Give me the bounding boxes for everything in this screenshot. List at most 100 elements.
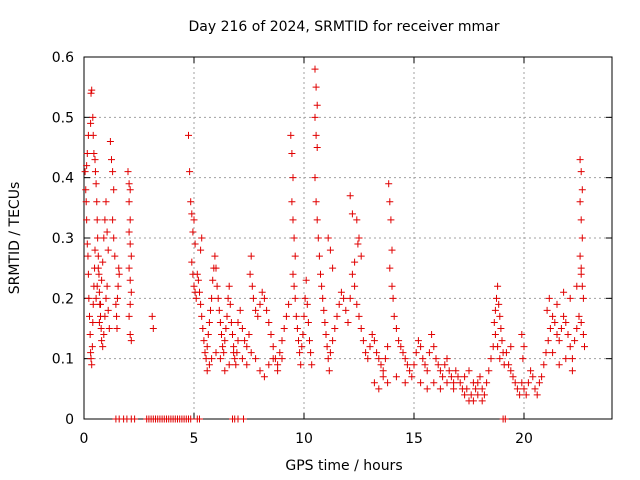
data-point — [417, 379, 425, 387]
data-point — [85, 294, 93, 302]
data-point — [342, 306, 350, 314]
data-point — [348, 270, 356, 278]
data-point — [524, 379, 532, 387]
data-point — [200, 337, 208, 345]
data-point — [317, 270, 324, 278]
data-point — [229, 331, 236, 339]
data-point — [307, 349, 315, 357]
data-point — [187, 198, 195, 206]
data-point — [423, 385, 431, 393]
data-point — [463, 385, 471, 393]
data-point — [505, 361, 513, 369]
data-point — [188, 210, 196, 218]
data-point — [331, 325, 339, 332]
data-point — [98, 276, 106, 284]
data-point — [321, 318, 329, 326]
data-point — [91, 156, 99, 164]
data-point — [388, 282, 396, 290]
data-point — [203, 343, 211, 351]
data-point — [280, 325, 288, 332]
data-point — [230, 343, 238, 351]
data-point — [87, 119, 95, 127]
data-point — [419, 355, 427, 363]
data-point — [461, 391, 469, 399]
data-point — [392, 373, 400, 381]
data-point — [555, 337, 563, 345]
data-point — [101, 312, 109, 320]
data-point — [224, 294, 232, 302]
data-point — [306, 337, 313, 345]
data-point — [82, 198, 90, 206]
data-point — [493, 294, 500, 302]
data-point — [203, 367, 211, 375]
data-point — [379, 373, 387, 381]
data-point — [520, 343, 528, 351]
data-point — [501, 415, 509, 423]
y-tick-label: 0.4 — [52, 171, 74, 187]
data-point — [94, 264, 102, 272]
data-point — [461, 373, 469, 381]
data-point — [89, 318, 97, 326]
data-point — [295, 337, 302, 345]
data-point — [113, 325, 121, 332]
data-point — [551, 318, 559, 326]
data-point — [222, 325, 230, 332]
data-point — [113, 294, 121, 302]
data-point — [392, 325, 400, 332]
data-point — [86, 331, 94, 339]
data-point — [318, 282, 326, 290]
x-tick-label: 10 — [295, 431, 313, 447]
data-point — [354, 240, 362, 248]
data-point — [485, 367, 493, 375]
data-point — [353, 300, 361, 308]
data-point — [553, 331, 561, 339]
data-point — [212, 349, 220, 357]
data-point — [125, 198, 133, 206]
data-point — [93, 216, 101, 224]
data-point — [467, 391, 475, 399]
data-point — [425, 349, 433, 357]
data-point — [198, 312, 206, 320]
data-point — [126, 186, 134, 194]
data-point — [299, 331, 307, 339]
data-point — [421, 361, 429, 369]
data-point — [197, 300, 205, 308]
data-point — [348, 210, 356, 218]
y-tick-label: 0.6 — [52, 50, 74, 66]
data-point — [89, 113, 97, 121]
data-point — [538, 373, 546, 381]
data-point — [323, 343, 331, 351]
data-point — [491, 306, 499, 314]
y-tick-label: 0.2 — [52, 291, 74, 307]
data-point — [89, 300, 97, 308]
data-point — [213, 282, 221, 290]
data-point — [581, 343, 588, 351]
data-series-srmtid — [81, 65, 588, 423]
data-point — [388, 246, 396, 254]
data-point — [218, 331, 225, 339]
data-point — [211, 252, 219, 260]
data-point — [282, 312, 290, 320]
data-point — [543, 306, 551, 314]
data-point — [370, 379, 378, 387]
data-point — [127, 337, 135, 345]
data-point — [93, 198, 101, 206]
data-point — [245, 331, 253, 339]
data-point — [454, 373, 462, 381]
data-point — [109, 216, 117, 224]
data-point — [518, 379, 526, 387]
data-point — [553, 300, 561, 308]
data-point — [313, 216, 321, 224]
data-point — [401, 379, 409, 387]
data-point — [81, 168, 89, 176]
data-point — [509, 373, 517, 381]
data-point — [312, 131, 320, 139]
data-point — [320, 306, 328, 314]
data-point — [212, 264, 220, 272]
data-point — [507, 343, 515, 351]
data-point — [125, 228, 133, 236]
data-point — [194, 276, 202, 284]
data-point — [94, 252, 102, 260]
data-point — [232, 361, 240, 369]
data-point — [469, 397, 477, 405]
